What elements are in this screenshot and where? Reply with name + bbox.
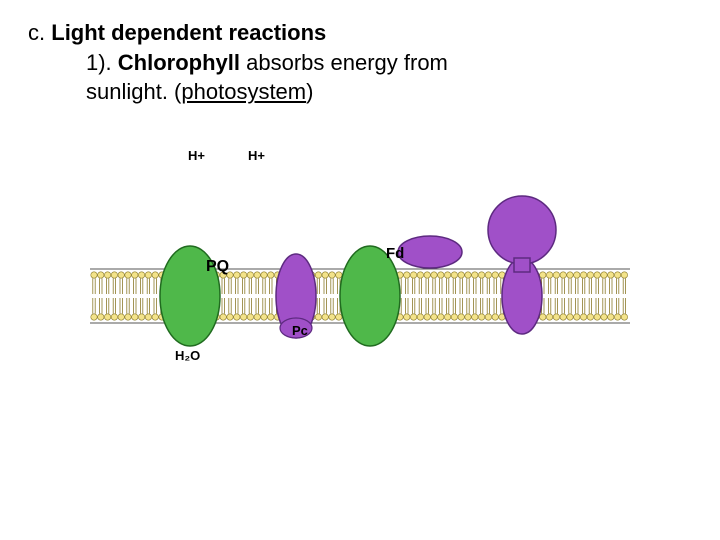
label-h-plus-2: H+ (248, 148, 265, 163)
line-3: sunlight. (photosystem) (86, 77, 448, 107)
line2-numbering: 1). (86, 50, 118, 75)
line2-bold: Chlorophyll (118, 50, 240, 75)
label-pq: PQ (206, 258, 229, 275)
heading: Light dependent reactions (51, 20, 326, 45)
line2-rest: absorbs energy from (240, 50, 448, 75)
line3-underline: photosystem (181, 79, 306, 104)
line3-a: sunlight. ( (86, 79, 181, 104)
outline-text: c. Light dependent reactions 1). Chlorop… (28, 18, 448, 107)
line-2: 1). Chlorophyll absorbs energy from (86, 48, 448, 78)
label-pc: Pc (292, 323, 308, 338)
line3-b: ) (306, 79, 313, 104)
outline-prefix: c. (28, 20, 45, 45)
thylakoid-membrane-diagram: H+ H+ PQ Fd Pc H₂O (80, 130, 640, 380)
label-h2o: H₂O (175, 348, 200, 363)
label-h-plus-1: H+ (188, 148, 205, 163)
label-fd: Fd (386, 245, 404, 262)
